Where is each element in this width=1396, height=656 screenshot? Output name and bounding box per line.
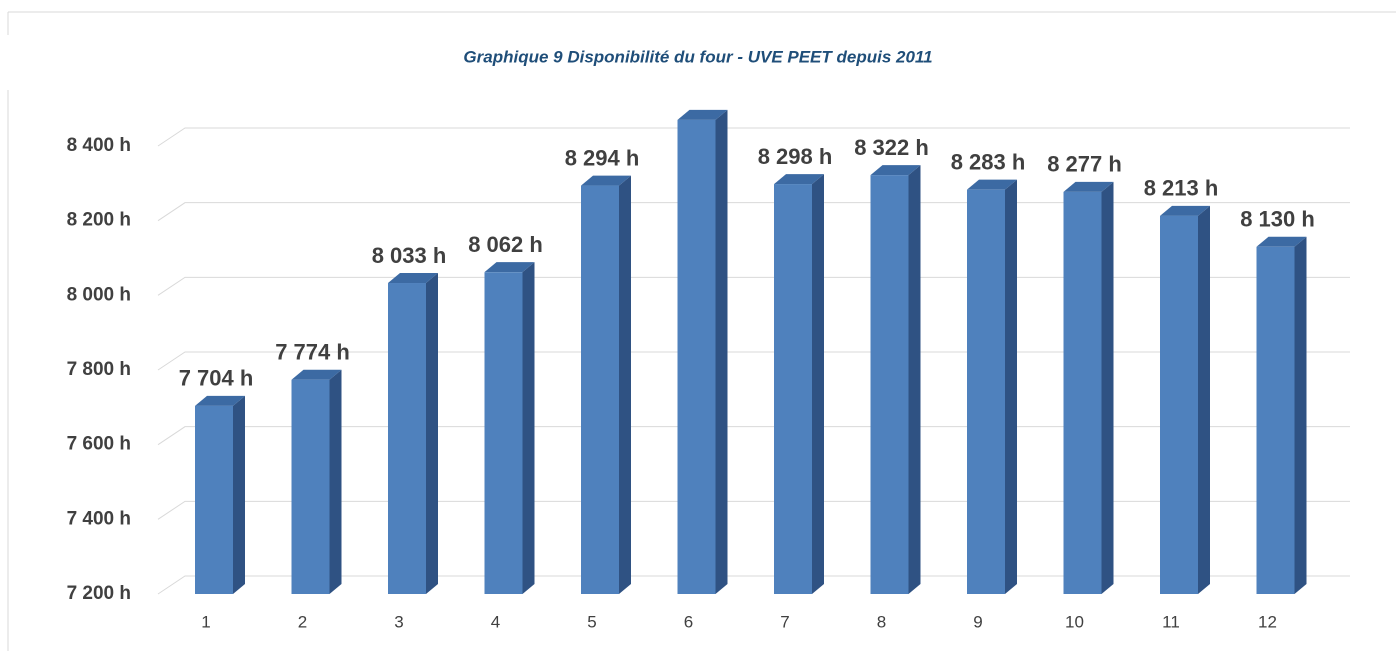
x-tick-label: 11 — [1162, 612, 1180, 631]
y-tick-label: 7 400 h — [67, 508, 131, 529]
bar — [1160, 215, 1198, 594]
bar-top — [774, 174, 824, 185]
bar-top — [1160, 205, 1210, 216]
x-tick-label: 12 — [1258, 612, 1277, 631]
bar — [774, 184, 812, 594]
bar — [388, 283, 426, 594]
bar-side — [715, 109, 728, 594]
data-label: 8 033 h — [372, 243, 447, 268]
data-label: 8 322 h — [854, 135, 929, 160]
data-label: 7 704 h — [179, 366, 254, 391]
bar-side — [1198, 205, 1210, 594]
y-tick-label: 7 600 h — [67, 434, 131, 455]
grid-line — [157, 575, 1350, 595]
x-tick-label: 5 — [587, 612, 596, 631]
bar — [291, 379, 330, 594]
grid-line — [157, 500, 1350, 520]
data-label: 8 277 h — [1047, 152, 1122, 177]
bar — [967, 189, 1005, 594]
x-tick-label: 4 — [491, 612, 500, 631]
data-label: 8 062 h — [468, 232, 543, 257]
grid-line — [157, 127, 1350, 147]
grid-line — [157, 202, 1350, 222]
bar-side — [522, 262, 535, 594]
x-tick-label: 6 — [684, 612, 693, 631]
grid-line — [157, 276, 1350, 296]
x-tick-label: 3 — [394, 612, 403, 631]
bar-side — [908, 165, 921, 594]
bar-top — [388, 273, 438, 284]
bar-side — [233, 395, 245, 594]
bar-side — [619, 175, 631, 594]
x-tick-label: 1 — [201, 612, 210, 631]
y-tick-label: 8 000 h — [67, 284, 131, 305]
bar-side — [812, 174, 824, 594]
grid-line — [157, 426, 1350, 446]
bar — [581, 185, 619, 594]
bar-top — [1063, 181, 1114, 192]
bar-side — [426, 273, 438, 594]
data-label: 7 774 h — [275, 340, 350, 365]
grid-line — [157, 351, 1350, 371]
bar-top — [677, 109, 728, 120]
y-tick-label: 8 200 h — [67, 210, 131, 231]
bar-side — [1005, 179, 1017, 594]
y-tick-label: 7 200 h — [67, 583, 131, 604]
y-tick-label: 7 800 h — [67, 359, 131, 380]
bar-top — [967, 179, 1017, 190]
bar — [1256, 246, 1295, 595]
bar-side — [329, 369, 342, 594]
x-tick-label: 8 — [877, 612, 886, 631]
data-label: 8 283 h — [951, 149, 1026, 174]
bar — [870, 175, 909, 594]
x-tick-label: 9 — [973, 612, 982, 631]
chart-title: Graphique 9 Disponibilité du four - UVE … — [463, 47, 932, 66]
bar — [1063, 191, 1102, 595]
bar-top — [581, 175, 631, 186]
data-label: 8 298 h — [758, 144, 833, 169]
bar-side — [1101, 181, 1114, 595]
bar-top — [484, 262, 535, 273]
bar — [484, 272, 523, 594]
bar-top — [870, 165, 921, 176]
bar-top — [291, 369, 342, 380]
x-tick-label: 7 — [780, 612, 789, 631]
bar-top — [1256, 236, 1307, 247]
x-tick-label: 10 — [1065, 612, 1084, 631]
bar-side — [1294, 236, 1307, 595]
x-tick-label: 2 — [298, 612, 307, 631]
y-tick-label: 8 400 h — [67, 135, 131, 156]
data-label: 8 294 h — [565, 145, 640, 170]
bar — [195, 405, 233, 594]
bar — [677, 119, 716, 594]
data-label: 8 213 h — [1144, 176, 1219, 201]
data-label: 8 130 h — [1240, 207, 1315, 232]
bar-top — [195, 395, 245, 406]
